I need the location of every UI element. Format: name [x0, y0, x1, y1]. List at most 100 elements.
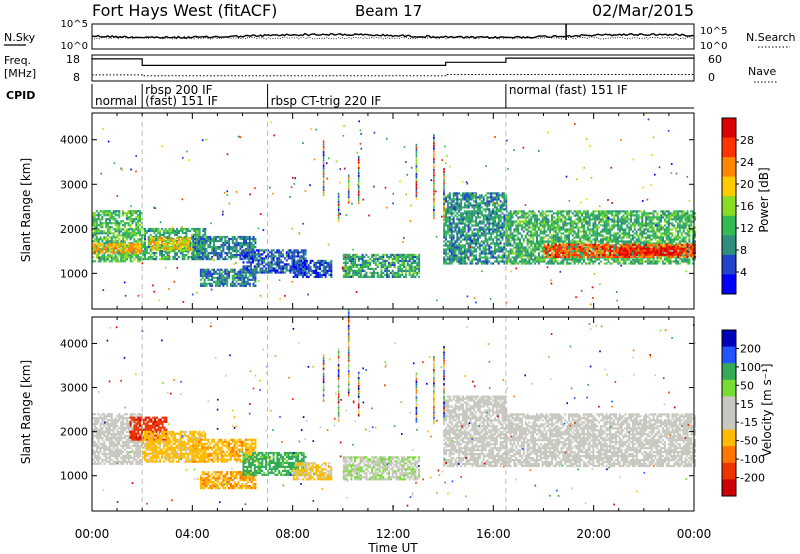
heat-cell: [562, 216, 565, 219]
heat-cell: [522, 250, 525, 253]
heat-cell: [590, 214, 593, 217]
heat-cell: [547, 210, 550, 213]
heat-cell: [300, 259, 303, 262]
heat-cell: [376, 259, 379, 262]
heat-cell: [475, 222, 478, 225]
heat-cell: [488, 226, 491, 229]
heat-cell: [354, 269, 357, 272]
heat-cell: [205, 248, 208, 251]
heat-cell: [465, 196, 468, 199]
heat-cell: [499, 204, 502, 207]
heat-cell: [554, 220, 557, 223]
heat-cell: [346, 267, 349, 270]
heat-cell: [575, 210, 578, 213]
heat-cell: [530, 226, 533, 229]
heat-cell: [482, 196, 485, 199]
heat-cell: [537, 256, 540, 259]
heat-cell: [622, 218, 625, 221]
heat-cell: [320, 261, 323, 264]
heat-cell: [185, 231, 188, 235]
heat-cell: [445, 216, 447, 219]
heat-cell: [596, 214, 599, 217]
heat-cell: [228, 272, 231, 275]
heat-cell: [170, 227, 173, 231]
heat-cell: [460, 194, 463, 197]
heat-cell: [382, 259, 385, 262]
heat-cell: [473, 208, 476, 211]
heat-cell: [467, 258, 470, 261]
cpid-dividers: [141, 84, 507, 108]
heat-cell: [456, 208, 459, 211]
heat-cell: [630, 228, 632, 231]
heat-cell: [108, 254, 111, 257]
heat-cell: [372, 269, 375, 272]
heat-cell: [129, 228, 132, 231]
heat-cell: [203, 237, 206, 241]
heat-cell: [282, 271, 284, 274]
heat-cell: [545, 256, 548, 259]
heat-cell: [497, 204, 500, 207]
heat-cell: [628, 234, 631, 237]
heat-cell: [282, 265, 284, 268]
heat-cell: [569, 250, 572, 253]
heat-cell: [384, 253, 387, 256]
heat-cell: [637, 254, 640, 257]
heat-cell: [573, 220, 576, 223]
heat-cell: [562, 232, 565, 235]
heat-cell: [463, 248, 466, 251]
heat-cell: [662, 260, 664, 263]
heat-cell: [137, 260, 140, 263]
heat-cell: [147, 258, 150, 261]
heat-cell: [230, 270, 232, 273]
heat-cell: [503, 200, 506, 203]
heat-cell: [289, 265, 292, 268]
heat-cell: [391, 271, 394, 274]
heat-cell: [252, 235, 255, 239]
heat-cell: [495, 214, 498, 217]
heat-cell: [202, 233, 205, 237]
heat-cell: [193, 248, 195, 251]
heat-cell: [129, 212, 132, 215]
heat-cell: [495, 198, 498, 201]
heat-cell: [503, 232, 506, 235]
heat-cell: [151, 239, 154, 242]
heat-cell: [492, 202, 495, 205]
heat-cell: [95, 238, 98, 241]
heat-cell: [450, 202, 453, 205]
heat-cell: [473, 194, 476, 197]
heat-cell: [635, 234, 638, 237]
heat-cell: [462, 234, 464, 237]
heat-cell: [573, 258, 576, 261]
heat-cell: [344, 269, 347, 272]
heat-cell: [501, 254, 504, 257]
heat-cell: [230, 246, 232, 249]
heat-cell: [482, 200, 485, 203]
heat-cell: [324, 275, 327, 278]
heat-cell: [198, 237, 201, 241]
heat-cell: [517, 228, 520, 231]
heat-cell: [484, 232, 487, 235]
heat-cell: [579, 210, 582, 213]
heat-cell: [528, 242, 531, 245]
heat-cell: [650, 234, 653, 237]
heat-cell: [652, 212, 655, 215]
heat-cell: [222, 270, 225, 273]
heat-cell: [594, 220, 597, 223]
heat-cell: [478, 194, 481, 197]
heat-cell: [241, 268, 244, 271]
heat-cell: [601, 220, 604, 223]
heat-cell: [494, 246, 496, 249]
heat-cell: [547, 242, 550, 245]
heat-cell: [473, 214, 476, 217]
heat-cell: [207, 237, 210, 241]
heat-cell: [598, 226, 601, 229]
heat-cell: [471, 258, 474, 261]
heat-cell: [291, 251, 294, 254]
heat-cell: [463, 230, 466, 233]
heat-cell: [628, 262, 631, 265]
heat-cell: [647, 216, 649, 219]
heat-cell: [588, 230, 591, 233]
heat-cell: [242, 249, 245, 252]
heat-cell: [187, 256, 190, 259]
heat-cell: [344, 259, 347, 262]
